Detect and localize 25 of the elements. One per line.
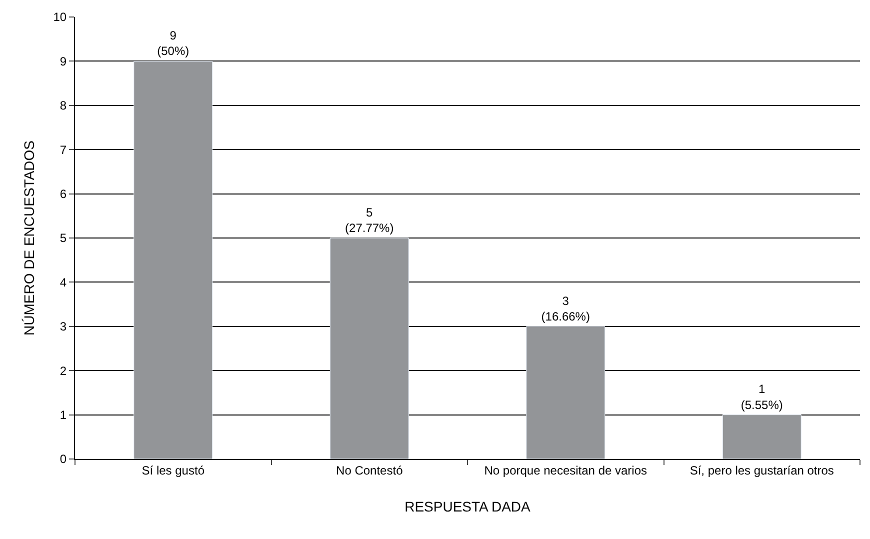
bar: [526, 326, 606, 459]
x-tick-label: Sí les gustó: [142, 463, 205, 478]
y-tick-label: 0: [60, 452, 67, 466]
x-tick-label: No porque necesitan de varios: [484, 463, 648, 478]
data-label: 9 (50%): [157, 28, 190, 58]
data-label: 1 (5.55%): [740, 382, 783, 412]
y-tick-label: 1: [60, 408, 67, 422]
y-tick-label: 6: [60, 187, 67, 201]
data-label: 5 (27.77%): [345, 205, 394, 235]
y-tick-label: 5: [60, 231, 67, 246]
y-tick-label: 3: [60, 320, 67, 334]
x-axis-title: RESPUESTA DADA: [404, 498, 532, 515]
x-tick-label: Sí, pero les gustarían otros: [690, 463, 834, 478]
x-tick-label: No Contestó: [336, 463, 404, 478]
data-label: 3 (16.66%): [541, 294, 590, 324]
y-axis-title: NÚMERO DE ENCUESTADOS: [20, 140, 37, 336]
bar: [134, 60, 213, 459]
y-tick-label: 2: [60, 364, 67, 378]
y-tick-label: 10: [53, 10, 67, 24]
bar: [722, 414, 802, 459]
y-tick-label: 9: [60, 54, 67, 68]
y-tick-label: 8: [60, 98, 67, 113]
y-tick-label: 4: [60, 275, 67, 290]
bar: [330, 238, 409, 459]
y-tick-label: 7: [60, 142, 67, 157]
